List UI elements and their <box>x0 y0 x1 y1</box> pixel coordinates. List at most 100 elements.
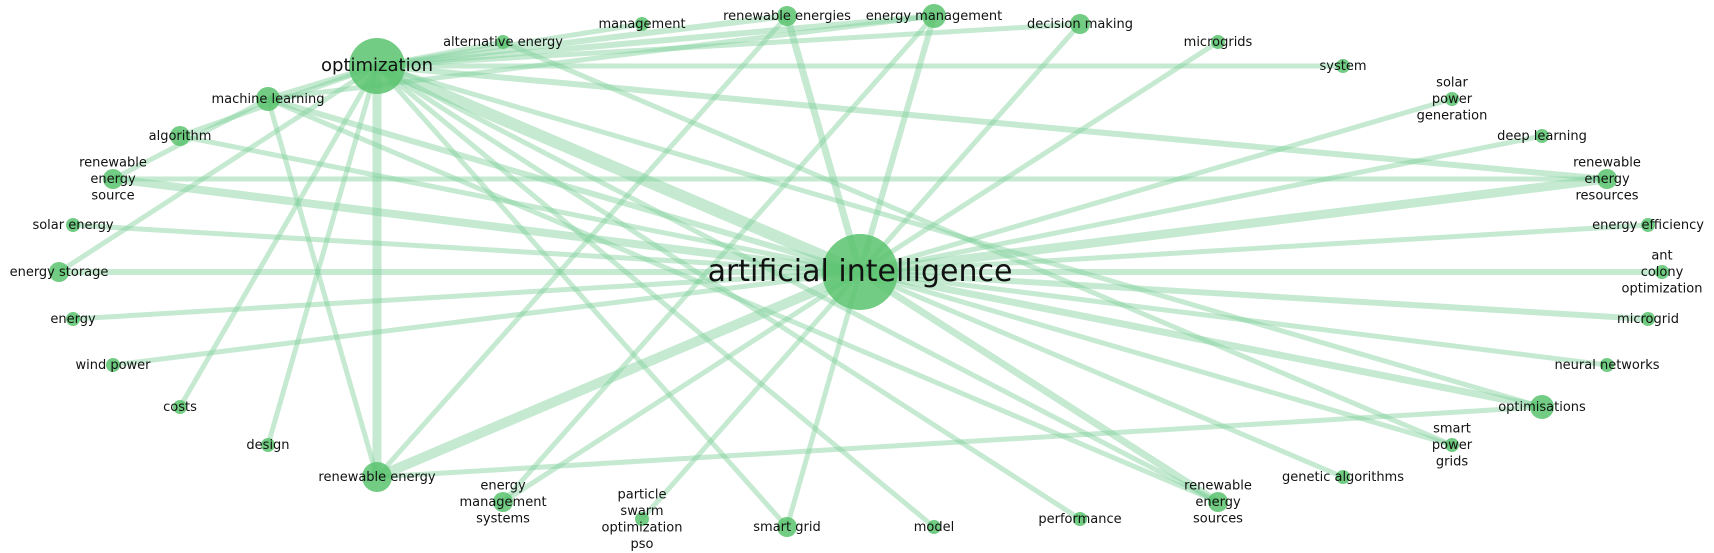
edge-artificial-intelligence--microgrid <box>859 269 1649 322</box>
edge-optimization--model <box>375 64 936 529</box>
node-optimization <box>349 38 405 94</box>
node-model <box>927 520 941 534</box>
label-renewable-energy: renewable energy <box>318 470 435 485</box>
label-ant-colony-optimization: ant colony optimization <box>1622 248 1703 296</box>
edge-artificial-intelligence--smart-grid <box>784 271 863 528</box>
label-particle-swarm-optimization-pso: particle swarm optimization pso <box>602 487 683 552</box>
node-wind-power <box>106 358 120 372</box>
label-algorithm: algorithm <box>149 129 212 144</box>
edge-artificial-intelligence--renewable-energy-source <box>112 175 861 276</box>
edge-optimization--management <box>376 21 643 69</box>
label-design: design <box>246 438 289 453</box>
edge-optimization--energy-management <box>376 13 935 69</box>
label-microgrids: microgrids <box>1184 35 1253 50</box>
node-particle-swarm-optimization-pso <box>635 512 649 526</box>
node-system <box>1336 59 1350 73</box>
edge-artificial-intelligence--optimization <box>374 60 863 278</box>
edge-artificial-intelligence--renewable-energies <box>783 15 864 273</box>
label-machine-learning: machine learning <box>211 92 324 107</box>
edge-artificial-intelligence--energy-management-systems <box>501 269 862 505</box>
node-solar-power-generation <box>1445 92 1459 106</box>
node-energy <box>66 312 80 326</box>
edge-artificial-intelligence--genetic-algorithms <box>859 269 1344 480</box>
node-performance <box>1073 512 1087 526</box>
node-renewable-energy <box>362 462 392 492</box>
label-genetic-algorithms: genetic algorithms <box>1282 470 1404 485</box>
edge-artificial-intelligence--machine-learning <box>267 96 861 275</box>
edge-optimization--costs <box>177 64 380 409</box>
edge-artificial-intelligence--renewable-energy-resources <box>859 174 1608 277</box>
edge-renewable-energy--renewable-energies <box>375 14 789 479</box>
edge-optimization--design <box>265 65 380 446</box>
edge-artificial-intelligence--energy-efficiency <box>859 222 1649 275</box>
label-solar-power-generation: solar power generation <box>1417 75 1488 123</box>
label-performance: performance <box>1038 512 1121 527</box>
network-edges <box>57 13 1662 529</box>
edge-renewable-energy--optimisations <box>376 404 1543 480</box>
edge-machine-learning--renewable-energy-sources <box>267 96 1219 505</box>
label-microgrid: microgrid <box>1617 312 1679 327</box>
edge-artificial-intelligence--solar-power-generation <box>859 96 1453 275</box>
label-deep-learning: deep learning <box>1497 129 1587 144</box>
node-energy-storage <box>49 262 69 282</box>
edge-artificial-intelligence--optimisations <box>859 268 1543 411</box>
edge-artificial-intelligence--energy <box>72 269 861 322</box>
node-energy-management <box>922 4 946 28</box>
node-algorithm <box>170 126 190 146</box>
edge-optimization--energy-storage <box>57 63 379 275</box>
edge-artificial-intelligence--particle-swarm-optimization-pso <box>640 270 862 521</box>
edge-artificial-intelligence--neural-networks <box>859 269 1608 368</box>
edge-machine-learning--renewable-energy <box>265 98 380 478</box>
label-optimisations: optimisations <box>1498 400 1586 415</box>
node-optimisations <box>1530 395 1554 419</box>
edge-artificial-intelligence--wind-power <box>112 269 861 368</box>
node-management <box>635 17 649 31</box>
edge-artificial-intelligence--deep-learning <box>859 133 1543 275</box>
edge-machine-learning--renewable-energy-source <box>111 96 270 182</box>
label-neural-networks: neural networks <box>1554 358 1659 373</box>
label-wind-power: wind power <box>75 358 151 373</box>
node-machine-learning <box>256 87 280 111</box>
node-genetic-algorithms <box>1336 470 1350 484</box>
label-energy-management-systems: energy management systems <box>459 478 546 526</box>
label-energy-storage: energy storage <box>10 265 109 280</box>
node-smart-grid <box>777 517 797 537</box>
label-model: model <box>914 520 954 535</box>
label-energy-efficiency: energy efficiency <box>1592 218 1704 233</box>
edge-alternative-energy--smart-power-grids <box>502 39 1453 448</box>
label-smart-power-grids: smart power grids <box>1432 421 1473 469</box>
edge-artificial-intelligence--smart-power-grids <box>859 269 1453 448</box>
network-labels: artificial intelligence optimization alter… <box>10 9 1705 552</box>
edge-artificial-intelligence--energy-management <box>857 15 937 273</box>
label-renewable-energy-resources: renewable energy resources <box>1573 155 1641 203</box>
label-energy-management: energy management <box>866 9 1003 24</box>
node-deep-learning <box>1535 129 1549 143</box>
node-costs <box>173 400 187 414</box>
label-system: system <box>1320 59 1367 74</box>
edge-optimization--smart-grid <box>375 64 789 529</box>
edge-optimization--optimisations <box>376 63 1543 410</box>
edge-optimization--decision-making <box>376 21 1081 69</box>
label-energy: energy <box>50 312 96 327</box>
node-renewable-energy-source <box>103 169 123 189</box>
node-renewable-energies <box>777 6 797 26</box>
node-solar-energy <box>66 218 80 232</box>
label-renewable-energy-source: renewable energy source <box>79 155 147 203</box>
edge-artificial-intelligence--solar-energy <box>72 222 861 275</box>
node-energy-management-systems <box>493 492 513 512</box>
label-artificial-intelligence: artificial intelligence <box>708 254 1013 289</box>
label-costs: costs <box>163 400 197 415</box>
edge-artificial-intelligence--algorithm <box>179 133 861 275</box>
label-alternative-energy: alternative energy <box>443 35 563 50</box>
label-renewable-energy-sources: renewable energy sources <box>1184 478 1252 526</box>
node-alternative-energy <box>496 35 510 49</box>
label-smart-grid: smart grid <box>753 520 820 535</box>
node-smart-power-grids <box>1445 438 1459 452</box>
node-microgrid <box>1641 312 1655 326</box>
node-renewable-energy-sources <box>1208 492 1228 512</box>
edge-artificial-intelligence--renewable-energy <box>375 267 862 482</box>
node-artificial-intelligence <box>822 234 898 310</box>
node-renewable-energy-resources <box>1597 169 1617 189</box>
node-microgrids <box>1211 35 1225 49</box>
